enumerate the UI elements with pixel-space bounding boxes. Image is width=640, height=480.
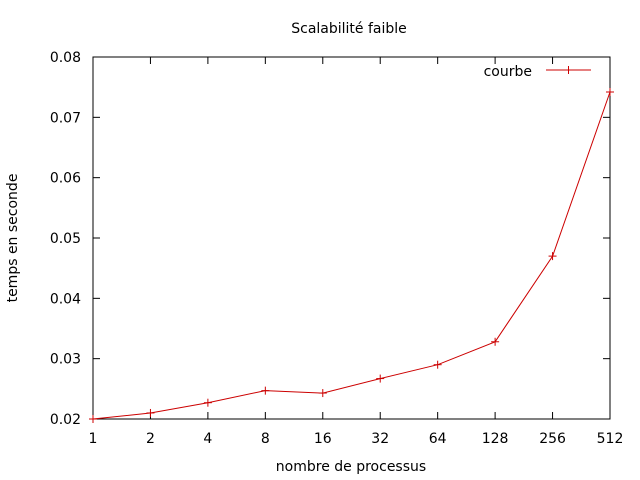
data-point xyxy=(89,415,97,423)
data-point xyxy=(606,87,614,96)
data-point xyxy=(318,389,327,398)
x-axis: 1 2 4 8 16 32 64 128 256 512 xyxy=(89,57,624,447)
series-group xyxy=(89,87,614,423)
data-point xyxy=(203,398,212,407)
x-axis-label: nombre de processus xyxy=(276,459,426,475)
plot-border xyxy=(92,56,611,420)
legend: courbe xyxy=(484,64,591,80)
y-tick-label: 0.07 xyxy=(50,110,81,126)
data-point xyxy=(433,360,442,369)
data-point xyxy=(376,374,385,383)
legend-sample xyxy=(546,66,591,74)
y-axis: 0.02 0.03 0.04 0.05 0.06 0.07 0.08 xyxy=(50,50,610,428)
y-tick-label: 0.08 xyxy=(50,50,81,66)
y-axis-label: temps en seconde xyxy=(5,174,21,303)
x-tick-label: 256 xyxy=(539,431,566,447)
data-point xyxy=(548,252,557,261)
data-point xyxy=(146,408,155,417)
x-tick-label: 512 xyxy=(597,431,624,447)
x-tick-label: 4 xyxy=(203,431,212,447)
x-tick-label: 1 xyxy=(89,431,98,447)
x-tick-label: 128 xyxy=(482,431,509,447)
series-line xyxy=(92,91,611,420)
x-tick-label: 64 xyxy=(429,431,447,447)
x-tick-label: 2 xyxy=(146,431,155,447)
x-tick-label: 16 xyxy=(314,431,332,447)
plot-frame xyxy=(92,56,611,420)
x-tick-label: 8 xyxy=(261,431,270,447)
y-tick-label: 0.02 xyxy=(50,412,81,428)
x-tick-label: 32 xyxy=(371,431,389,447)
data-point xyxy=(491,337,500,346)
chart-title: Scalabilité faible xyxy=(291,21,407,37)
y-tick-label: 0.06 xyxy=(50,171,81,187)
legend-label: courbe xyxy=(484,64,532,80)
y-tick-label: 0.03 xyxy=(50,352,81,368)
data-point xyxy=(261,386,270,395)
y-tick-label: 0.05 xyxy=(50,231,81,247)
y-tick-label: 0.04 xyxy=(50,291,81,307)
